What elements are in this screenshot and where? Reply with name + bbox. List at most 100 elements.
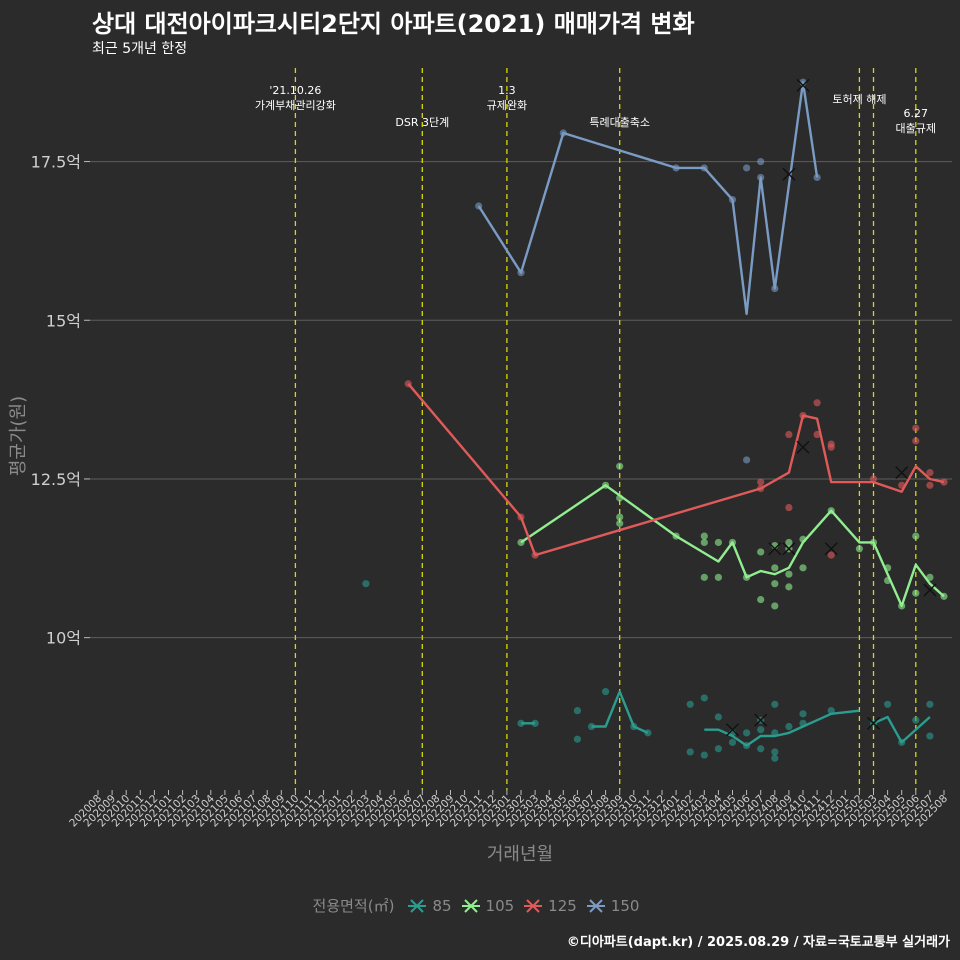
cross-marker bbox=[895, 466, 909, 480]
data-point bbox=[700, 694, 708, 702]
y-tick-label: 12.5억 bbox=[31, 470, 81, 489]
data-point bbox=[799, 710, 807, 718]
event-label: 1.3 bbox=[498, 84, 516, 97]
data-point bbox=[700, 573, 708, 581]
data-point bbox=[940, 478, 948, 486]
legend-label: 85 bbox=[432, 896, 452, 915]
data-point bbox=[686, 700, 694, 708]
y-axis-ticks: 10억 12.5억 15억 17.5억 bbox=[31, 153, 90, 648]
cross-marker bbox=[782, 542, 796, 556]
legend-key-icon bbox=[586, 898, 605, 913]
cross-marker bbox=[754, 713, 768, 727]
data-point bbox=[714, 538, 723, 547]
data-point bbox=[926, 732, 934, 740]
cross-marker bbox=[867, 716, 880, 730]
data-point bbox=[926, 469, 934, 477]
legend-item: 150 bbox=[585, 896, 640, 915]
data-point bbox=[743, 729, 751, 737]
event-label: '21.10.26 bbox=[269, 84, 321, 97]
data-point bbox=[884, 700, 892, 708]
data-point bbox=[926, 700, 934, 708]
y-tick-label: 17.5억 bbox=[31, 153, 81, 172]
series-line bbox=[477, 81, 819, 316]
data-point bbox=[771, 748, 779, 756]
cross-marker bbox=[768, 542, 782, 556]
data-point bbox=[785, 583, 793, 591]
caption: ©디아파트(dapt.kr) / 2025.08.29 / 자료=국토교통부 실… bbox=[566, 935, 950, 950]
x-axis-label: 거래년월 bbox=[487, 844, 553, 865]
legend-label: 125 bbox=[548, 896, 577, 915]
data-point bbox=[714, 573, 723, 581]
series-line bbox=[591, 690, 649, 734]
data-point bbox=[912, 589, 920, 597]
data-point bbox=[757, 548, 765, 556]
data-point bbox=[757, 478, 765, 486]
data-point bbox=[757, 726, 765, 734]
data-point bbox=[573, 707, 582, 715]
data-point bbox=[827, 551, 835, 559]
x-axis-ticks: 2020082020092020102020112020122021012021… bbox=[67, 790, 950, 829]
data-point bbox=[700, 538, 708, 547]
legend-label: 150 bbox=[610, 896, 640, 915]
data-point bbox=[686, 748, 694, 756]
data-point bbox=[926, 481, 934, 489]
data-point bbox=[771, 602, 779, 610]
event-label: DSR 3단계 bbox=[395, 116, 449, 129]
data-point bbox=[714, 745, 723, 753]
data-point bbox=[602, 688, 610, 696]
cross-marker bbox=[796, 440, 810, 454]
data-point bbox=[743, 456, 751, 464]
data-point bbox=[700, 751, 708, 759]
data-point bbox=[573, 735, 582, 743]
cross-marker bbox=[796, 78, 810, 92]
data-point bbox=[785, 538, 793, 547]
legend-item: 105 bbox=[460, 897, 514, 915]
data-point bbox=[827, 443, 835, 451]
legend-items: 85 105 125 150 bbox=[406, 897, 647, 915]
data-point bbox=[813, 399, 821, 407]
event-label: 대출규제 bbox=[896, 122, 936, 135]
data-point bbox=[700, 532, 708, 540]
series-line bbox=[520, 484, 945, 608]
data-point bbox=[785, 503, 793, 512]
y-tick-label: 10억 bbox=[46, 629, 81, 648]
cross-marker bbox=[782, 167, 796, 181]
event-label: 가계부채관리강화 bbox=[255, 99, 336, 112]
data-point bbox=[912, 716, 920, 724]
data-point bbox=[799, 564, 807, 572]
legend-title: 전용면적(㎡) bbox=[312, 897, 395, 915]
data-point bbox=[926, 573, 934, 581]
data-point bbox=[771, 564, 779, 572]
data-point bbox=[757, 157, 765, 166]
legend: 전용면적(㎡) 85 105 125 150 bbox=[0, 895, 960, 916]
event-label: 규제완화 bbox=[487, 99, 527, 112]
cross-marker bbox=[824, 542, 838, 556]
data-point bbox=[912, 424, 920, 432]
chart-subtitle: 최근 5개년 한정 bbox=[92, 41, 188, 57]
data-point bbox=[813, 173, 821, 182]
event-label: 특례대출축소 bbox=[589, 116, 650, 129]
grid-lines bbox=[90, 161, 952, 639]
data-point bbox=[616, 519, 624, 527]
y-tick-label: 15억 bbox=[46, 311, 81, 330]
data-point bbox=[616, 513, 624, 521]
data-point bbox=[616, 462, 624, 470]
data-point bbox=[785, 722, 793, 731]
legend-key-icon bbox=[524, 898, 543, 913]
y-axis-label: 평균가(원) bbox=[8, 396, 29, 476]
data-point bbox=[912, 532, 920, 540]
cross-marker bbox=[923, 583, 937, 597]
data-point bbox=[728, 738, 737, 746]
legend-key-icon bbox=[461, 898, 480, 913]
chart-title: 상대 대전아이파크시티2단지 아파트(2021) 매매가격 변화 bbox=[92, 10, 695, 38]
data-point bbox=[771, 580, 779, 588]
legend-key-icon bbox=[408, 898, 427, 913]
data-point bbox=[785, 430, 793, 439]
series-layer bbox=[362, 78, 948, 762]
data-point bbox=[912, 437, 920, 445]
data-point bbox=[855, 545, 864, 553]
series-line bbox=[704, 709, 860, 747]
data-point bbox=[771, 754, 779, 762]
data-point bbox=[771, 700, 779, 708]
